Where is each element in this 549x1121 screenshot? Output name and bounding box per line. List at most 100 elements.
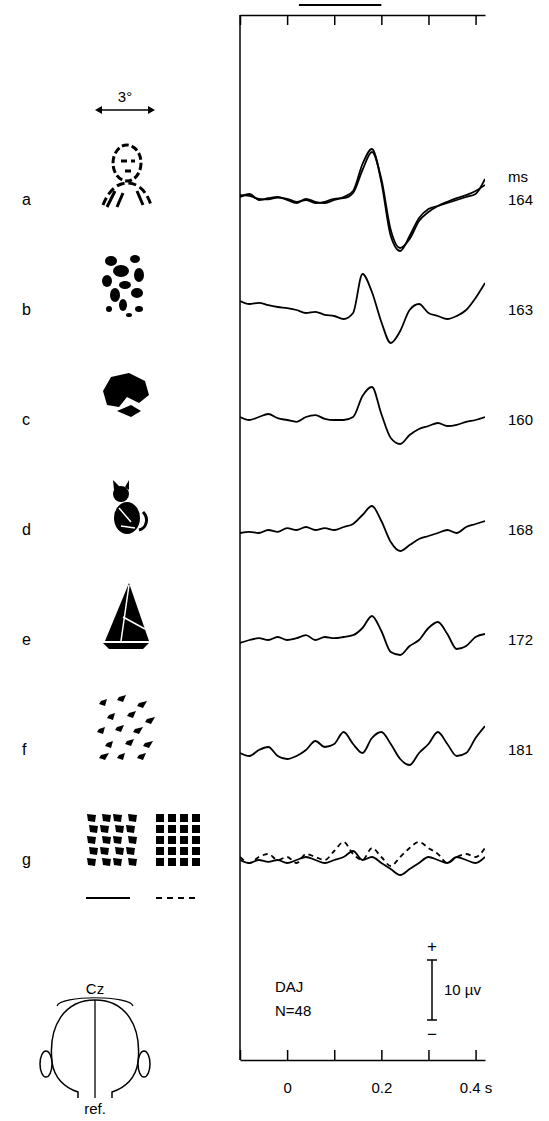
tick-mark [334,1050,336,1060]
axis-line [241,1060,486,1062]
panel-traces [240,387,485,444]
icon-shape [180,814,188,822]
icon-shape [105,583,149,641]
stimulus-icon [97,695,155,760]
tick-mark [381,15,383,25]
icon-shape [156,836,164,844]
icon-shape [168,847,176,855]
icon-shape [127,711,136,718]
icon-shape [113,836,122,844]
icon-shape [135,306,143,312]
panel-label: e [22,631,31,648]
icon-shape [130,255,140,263]
figure: 00.20.4 sa164b163c160d168e172f181gms3°+−… [0,0,549,1121]
icon-shape [107,713,115,720]
icon-shape [156,825,164,833]
icon-shape [168,825,176,833]
latency-label: 164 [508,191,533,208]
icon-shape [137,753,146,760]
tick-mark [240,1050,242,1060]
icon-shape [156,814,164,822]
stimulus-icon [86,814,200,898]
icon-shape [180,825,188,833]
icon-shape [192,836,200,844]
tick [334,1050,335,1060]
latency-label: 181 [508,741,533,758]
electrode-line [94,1000,95,1098]
icon-shape [105,741,113,748]
icon-shape [128,814,137,822]
x-axis: 00.20.4 s [241,1050,493,1096]
latency-unit: ms [508,168,528,185]
calibration-bar [431,960,433,1020]
icon-shape [168,814,176,822]
tick-mark [240,15,242,25]
icon-shape [119,508,135,528]
angle-arrow [97,109,153,110]
panel-traces [240,149,485,251]
tick-mark [475,1050,477,1060]
key-solid [86,897,130,899]
head-outline [51,1000,138,1098]
icon-shape [125,480,129,490]
tick-mark [381,1050,383,1060]
panel-traces [240,842,485,875]
tick-mark [428,15,430,25]
icon-shape [137,701,147,708]
tick [240,15,241,25]
ear [138,1051,150,1077]
erp-trace [240,726,485,765]
icon-shape [113,265,129,277]
icon-shape [192,825,200,833]
icon-shape [113,145,141,181]
icon-shape [126,847,135,855]
icon-shape [128,858,137,866]
icon-shape [180,847,188,855]
tick-mark [334,15,336,25]
icon-shape [87,858,96,866]
icon-shape [87,836,96,844]
key-dashed [156,897,200,899]
icon-shape [168,858,176,866]
icon-shape [126,313,132,317]
polarity-plus: + [427,937,437,956]
tick [334,15,335,25]
icon-shape [113,858,122,866]
panel-label: g [22,851,31,868]
panel-label: b [22,301,31,318]
tick: 0.2 [371,1050,392,1096]
latency-label: 168 [508,521,533,538]
erp-trace [240,842,485,866]
icon-shape [99,753,109,760]
panel-traces [240,726,485,765]
panel-traces [240,506,485,551]
axis-line [241,15,486,17]
panel-label: f [22,741,27,758]
icon-regular [156,814,200,866]
calibration-cap [427,959,437,961]
icon-shape [113,480,120,490]
icon-shape [117,753,125,760]
erp-trace [240,387,485,444]
stimulus-icon [103,373,149,417]
erp-trace [240,616,485,655]
icon-shape [106,306,112,312]
icon-shape [128,836,137,844]
icon-shape [156,847,164,855]
panel-traces [240,616,485,655]
icon-shape [192,858,200,866]
x-axis [241,15,486,25]
tick: 0.4 s [460,1050,493,1096]
icon-shape [97,727,105,734]
icon-shape [133,727,143,734]
icon-irregular [87,814,137,866]
icon-shape [121,585,145,641]
polarity-minus: − [427,1025,437,1044]
icon-shape [117,405,141,417]
reference-label: ref. [84,1100,106,1117]
icon-shape [192,847,200,855]
panel-traces [240,274,485,343]
icon-shape [102,858,111,866]
latency-label: 163 [508,301,533,318]
icon-shape [156,858,164,866]
